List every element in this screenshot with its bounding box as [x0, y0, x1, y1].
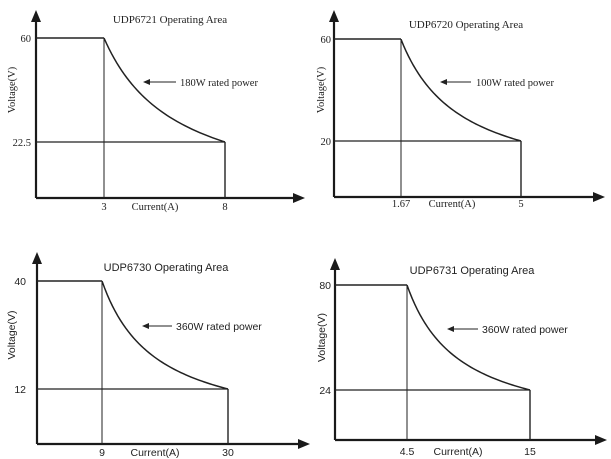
chart-4-rated-power-curve — [406, 284, 531, 391]
chart-1-y-tick-max: 60 — [21, 34, 32, 45]
chart-2-x-tick-max: 5 — [518, 199, 523, 210]
chart-3-annotation-arrowhead — [142, 323, 149, 329]
chart-2-y-axis-label: Voltage(V) — [316, 66, 327, 113]
chart-1-annotation-arrowhead — [143, 79, 150, 85]
chart-1-y-tick-corner: 22.5 — [13, 138, 31, 149]
chart-4-y-axis-label: Voltage(V) — [316, 313, 328, 362]
chart-2-rated-power-curve — [400, 39, 522, 142]
chart-1-y-axis-label: Voltage(V) — [7, 66, 18, 113]
chart-3-y-tick-corner: 12 — [14, 384, 26, 396]
chart-1-x-tick-corner: 3 — [101, 202, 106, 213]
chart-4-annotation-arrowhead — [447, 326, 454, 332]
chart-2-y-tick-max: 60 — [321, 35, 332, 46]
chart-2-annotation: 100W rated power — [476, 78, 554, 89]
chart-3-x-axis-arrowhead — [298, 439, 310, 449]
chart-4-y-tick-max: 80 — [319, 280, 331, 292]
chart-1-rated-power-curve — [103, 37, 226, 143]
chart-4-y-tick-corner: 24 — [319, 385, 331, 397]
chart-3-y-axis-label: Voltage(V) — [6, 310, 18, 359]
chart-3-rated-power-curve — [101, 280, 229, 390]
chart-1-annotation: 180W rated power — [180, 78, 258, 89]
chart-4-x-tick-max: 15 — [524, 446, 536, 458]
chart-3-y-tick-max: 40 — [14, 276, 26, 288]
chart-1-title: UDP6721 Operating Area — [113, 14, 227, 26]
chart-2-annotation-arrowhead — [440, 79, 447, 85]
chart-3-x-axis-label: Current(A) — [130, 447, 179, 459]
chart-4-title: UDP6731 Operating Area — [410, 265, 536, 277]
chart-3-annotation: 360W rated power — [176, 321, 262, 333]
chart-2-x-axis-label: Current(A) — [429, 199, 476, 210]
chart-4-annotation: 360W rated power — [482, 324, 568, 336]
chart-3-x-tick-corner: 9 — [99, 447, 105, 459]
chart-1-x-tick-max: 8 — [222, 202, 227, 213]
chart-2-x-axis-arrowhead — [593, 192, 605, 202]
chart-2-y-axis-arrowhead — [329, 10, 339, 22]
chart-3-title: UDP6730 Operating Area — [104, 262, 230, 274]
chart-3-y-axis-arrowhead — [32, 252, 42, 264]
chart-2-x-tick-corner: 1.67 — [392, 199, 410, 210]
chart-4-x-axis-label: Current(A) — [433, 446, 482, 458]
chart-4-x-axis-arrowhead — [595, 435, 607, 445]
chart-2-title: UDP6720 Operating Area — [409, 19, 523, 31]
chart-1-x-axis-label: Current(A) — [132, 202, 179, 213]
chart-1-x-axis-arrowhead — [293, 193, 305, 203]
chart-4-x-tick-corner: 4.5 — [400, 446, 415, 458]
chart-2-y-tick-corner: 20 — [321, 137, 332, 148]
chart-4-y-axis-arrowhead — [330, 258, 340, 270]
chart-3-x-tick-max: 30 — [222, 447, 234, 459]
chart-1-y-axis-arrowhead — [31, 10, 41, 22]
